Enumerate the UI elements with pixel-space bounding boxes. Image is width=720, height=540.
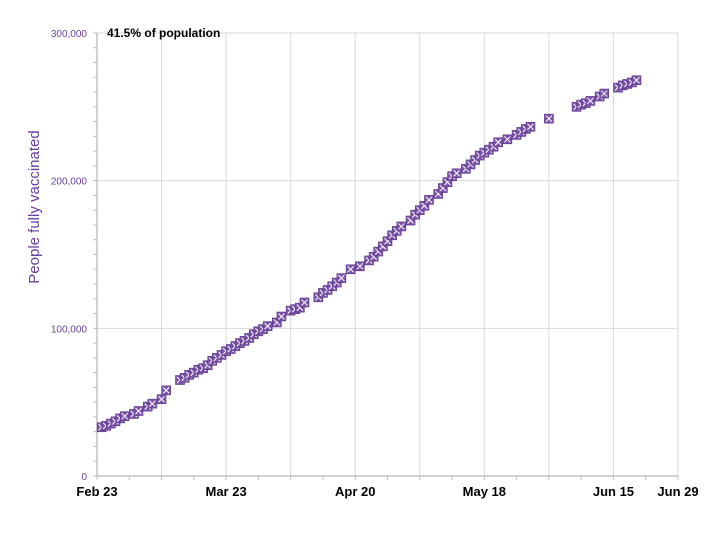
y-tick-label: 300,000: [51, 29, 88, 40]
data-point: [147, 398, 158, 409]
data-point: [493, 137, 503, 148]
x-tick-label: May 18: [463, 484, 506, 499]
y-tick-label: 200,000: [51, 177, 88, 188]
data-point: [161, 385, 171, 396]
gridlines: [97, 32, 679, 476]
x-tick-label: Jun 29: [657, 484, 698, 499]
x-tick-label: Feb 23: [76, 484, 117, 499]
data-point: [451, 168, 462, 179]
y-axis-label: People fully vaccinated: [26, 130, 43, 283]
x-tick-label: Jun 15: [593, 484, 634, 499]
data-point: [424, 195, 434, 205]
x-tick-labels: Feb 23 Mar 23 Apr 20 May 18 Jun 15 Jun 29: [76, 484, 698, 499]
x-tick-label: Mar 23: [206, 484, 247, 499]
data-point: [585, 96, 596, 106]
data-point: [119, 411, 130, 421]
data-point: [355, 261, 365, 272]
data-points: [96, 75, 642, 433]
x-tick-label: Apr 20: [335, 484, 375, 499]
axes: [93, 32, 679, 480]
y-tick-label: 100,000: [51, 324, 88, 335]
population-percentage-annotation: 41.5% of population: [107, 26, 220, 40]
data-point: [599, 88, 610, 99]
data-point: [345, 264, 356, 275]
data-point: [396, 221, 407, 232]
data-point: [544, 113, 554, 124]
data-point: [276, 311, 287, 322]
data-point: [336, 273, 347, 283]
data-point: [156, 394, 167, 405]
data-point: [525, 121, 536, 132]
y-tick-label: 0: [81, 472, 87, 483]
data-point: [299, 297, 310, 308]
data-point: [502, 134, 513, 145]
data-point: [133, 406, 144, 416]
data-point: [262, 321, 273, 331]
data-point: [631, 75, 642, 86]
y-tick-labels: 0 100,000 200,000 300,000: [51, 29, 88, 483]
